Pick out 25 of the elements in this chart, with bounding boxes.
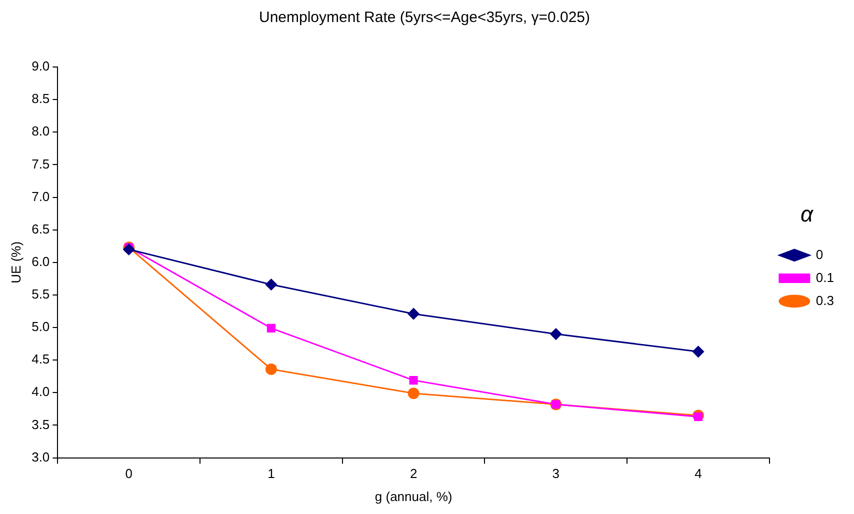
chart-title: Unemployment Rate (5yrs<=Age<35yrs, γ=0.025) (258, 9, 590, 26)
y-tick-label: 4.5 (32, 352, 50, 367)
x-tick-label: 4 (694, 466, 702, 482)
y-tick-label: 4.0 (32, 384, 50, 400)
x-tick-label: 1 (268, 466, 275, 482)
y-tick-label: 3.0 (32, 449, 50, 464)
x-tick-label: 0 (125, 466, 132, 482)
y-axis-title: UE (%) (8, 241, 24, 284)
y-tick-label: 7.0 (32, 188, 50, 204)
x-axis-title: g (annual, %) (374, 488, 452, 504)
y-tick-label: 6.5 (32, 221, 50, 236)
y-tick-label: 3.5 (32, 416, 50, 432)
y-tick-label: 7.5 (32, 156, 50, 172)
y-tick-label: 8.5 (32, 91, 50, 106)
legend-label: 0.3 (816, 292, 834, 308)
x-tick-label: 3 (552, 466, 560, 482)
y-tick-label: 6.0 (32, 254, 50, 269)
y-tick-label: 9.0 (32, 58, 50, 74)
legend-label: 0.1 (816, 270, 834, 285)
legend-title: α (800, 201, 814, 226)
y-tick-label: 8.0 (32, 124, 50, 139)
y-tick-label: 5.0 (32, 319, 50, 334)
x-tick-label: 2 (410, 466, 418, 482)
y-tick-label: 5.5 (32, 286, 50, 302)
legend-label: 0 (816, 246, 824, 262)
